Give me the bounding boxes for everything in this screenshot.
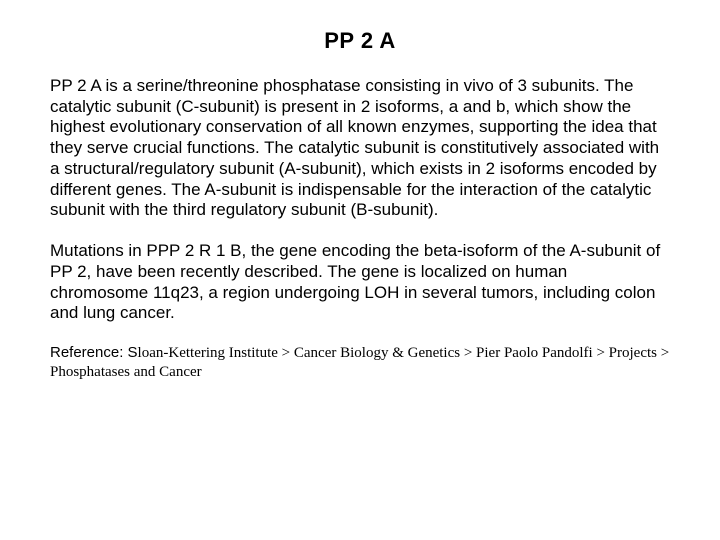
slide: PP 2 A PP 2 A is a serine/threonine phos… — [0, 0, 720, 540]
paragraph-1: PP 2 A is a serine/threonine phosphatase… — [50, 76, 670, 221]
paragraph-2: Mutations in PPP 2 R 1 B, the gene encod… — [50, 241, 670, 324]
reference-rest: loan-Kettering Institute > Cancer Biolog… — [50, 345, 669, 380]
reference-lead: Reference: S — [50, 344, 138, 361]
reference-line: Reference: Sloan-Kettering Institute > C… — [50, 344, 670, 382]
page-title: PP 2 A — [50, 28, 670, 54]
